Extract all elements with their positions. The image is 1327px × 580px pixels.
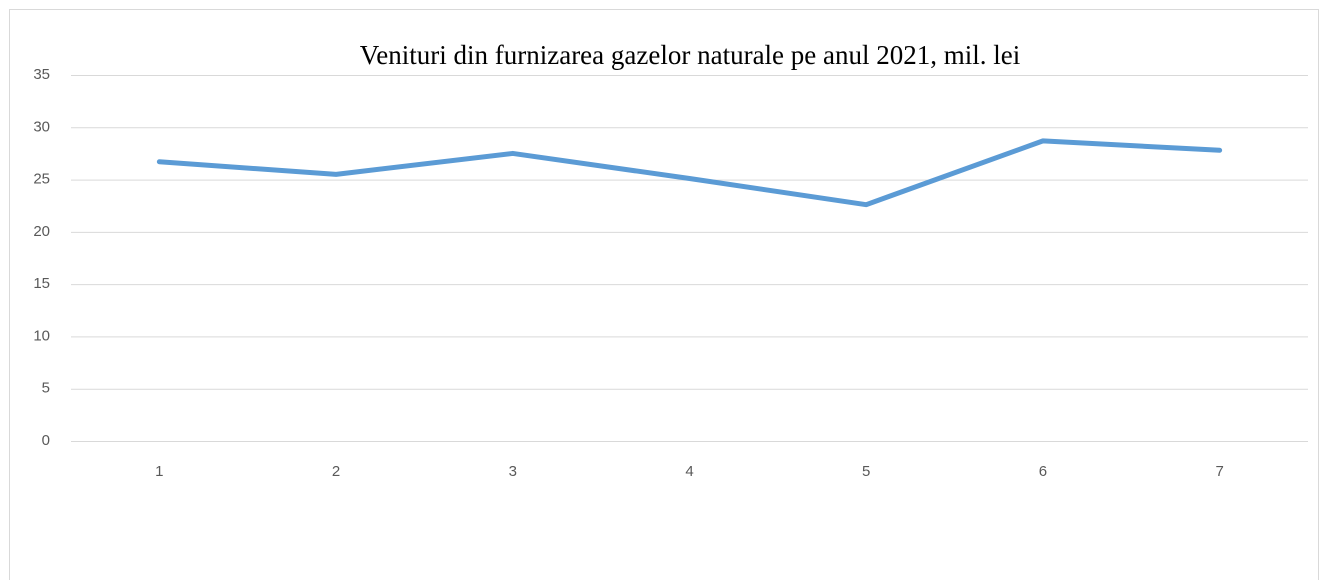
chart-title: Venituri din furnizarea gazelor naturale… — [360, 40, 1021, 70]
x-tick-label: 5 — [862, 463, 870, 480]
x-tick-label: 2 — [332, 463, 340, 480]
y-tick-label: 30 — [33, 118, 50, 135]
y-tick-label: 15 — [33, 275, 50, 292]
chart-frame — [9, 9, 1319, 580]
y-tick-label: 0 — [42, 432, 50, 449]
x-tick-label: 7 — [1215, 463, 1223, 480]
y-tick-label: 20 — [33, 223, 50, 240]
y-tick-label: 35 — [33, 66, 50, 83]
y-tick-label: 25 — [33, 171, 50, 188]
y-tick-label: 5 — [42, 380, 50, 397]
x-tick-label: 3 — [509, 463, 517, 480]
y-tick-label: 10 — [33, 327, 50, 344]
x-tick-label: 6 — [1039, 463, 1047, 480]
x-tick-label: 4 — [685, 463, 693, 480]
x-tick-label: 1 — [155, 463, 163, 480]
data-line — [156, 138, 1223, 208]
